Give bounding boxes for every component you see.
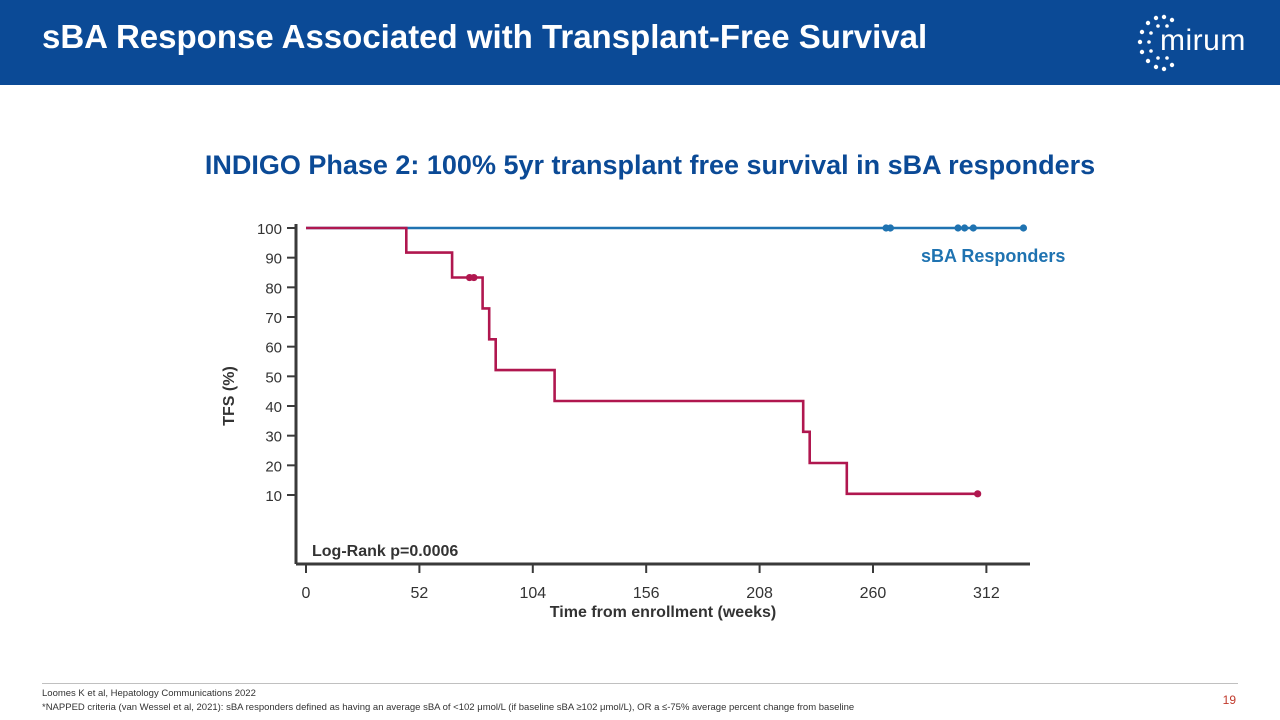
page-title: sBA Response Associated with Transplant-… xyxy=(42,18,928,55)
censor-mark xyxy=(969,224,977,232)
x-tick-label: 52 xyxy=(410,585,428,602)
series-line-non-responders xyxy=(306,226,978,496)
chart-subtitle: INDIGO Phase 2: 100% 5yr transplant free… xyxy=(204,150,1096,180)
y-tick-label: 90 xyxy=(265,251,282,268)
header-bar: sBA Response Associated with Transplant-… xyxy=(0,0,1280,85)
y-tick-label: 60 xyxy=(265,340,282,357)
footnote-criteria: *NAPPED criteria (van Wessel et al, 2021… xyxy=(42,702,855,713)
y-tick-label: 70 xyxy=(265,310,282,327)
series-label-responders: sBA Responders xyxy=(921,246,1065,266)
log-rank-annotation: Log-Rank p=0.0006 xyxy=(312,543,458,560)
logo-wordmark: mirum xyxy=(1160,24,1246,57)
x-axis-title: Time from enrollment (weeks) xyxy=(550,604,776,621)
x-tick-label: 208 xyxy=(746,585,773,602)
logo-dots-icon xyxy=(1137,14,1175,72)
censor-mark xyxy=(954,224,962,232)
y-tick-label: 10 xyxy=(265,488,282,505)
mirum-logo xyxy=(1137,14,1175,72)
y-tick-label: 50 xyxy=(265,369,282,386)
y-axis-title: TFS (%) xyxy=(221,366,238,426)
x-tick-label: 260 xyxy=(860,585,887,602)
y-tick-label: 100 xyxy=(257,221,282,238)
censor-mark xyxy=(1019,224,1028,232)
x-tick-label: 312 xyxy=(973,585,1000,602)
y-tick-label: 80 xyxy=(265,280,282,297)
censor-mark xyxy=(470,273,478,282)
censor-mark xyxy=(974,490,982,498)
y-tick-label: 40 xyxy=(265,399,282,416)
x-tick-label: 156 xyxy=(633,585,660,602)
censor-mark xyxy=(886,224,895,232)
footer-divider xyxy=(42,683,1238,684)
x-tick-label: 0 xyxy=(302,585,311,602)
footnote-reference: Loomes K et al, Hepatology Communication… xyxy=(42,688,256,699)
y-tick-label: 20 xyxy=(265,458,282,475)
page-number: 19 xyxy=(1222,693,1236,707)
y-tick-label: 30 xyxy=(265,429,282,446)
censor-mark xyxy=(960,224,969,232)
x-tick-label: 104 xyxy=(519,585,546,602)
